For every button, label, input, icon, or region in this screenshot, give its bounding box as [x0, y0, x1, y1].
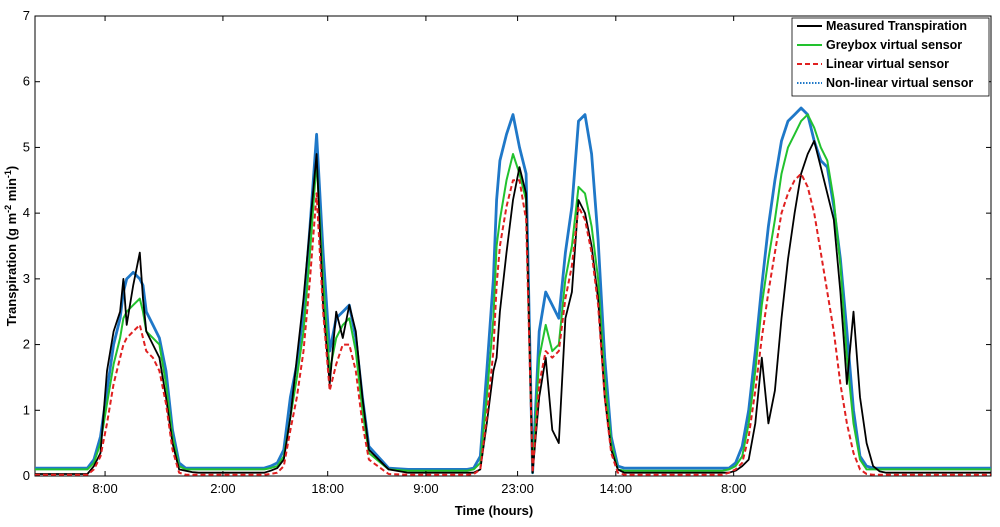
x-axis-ticks: 8:00 2:00 18:00 9:00 23:00 14:00 8:00	[92, 16, 746, 496]
x-tick-label: 9:00	[413, 481, 438, 496]
y-tick-label: 6	[23, 74, 30, 89]
legend-label: Non-linear virtual sensor	[826, 76, 973, 90]
legend-items: Measured Transpiration Greybox virtual se…	[797, 19, 973, 90]
series-line-linear-virtual-sensor	[35, 172, 991, 476]
y-tick-label: 7	[23, 8, 30, 23]
x-tick-label: 14:00	[600, 481, 633, 496]
y-axis-title: Transpiration (g m-2 min-1)	[3, 166, 19, 327]
series-layer	[35, 106, 991, 476]
x-tick-label: 8:00	[92, 481, 117, 496]
y-tick-label: 1	[23, 402, 30, 417]
x-tick-label: 8:00	[721, 481, 746, 496]
y-tick-label: 3	[23, 271, 30, 286]
y-axis-title-sup1: -2	[3, 205, 13, 213]
legend-box	[791, 17, 990, 97]
x-tick-label: 2:00	[210, 481, 235, 496]
legend: Measured Transpiration Greybox virtual se…	[791, 17, 990, 97]
x-tick-label: 18:00	[311, 481, 344, 496]
x-tick-label: 23:00	[501, 481, 534, 496]
x-axis-title: Time (hours)	[455, 503, 534, 518]
legend-label: Linear virtual sensor	[826, 57, 949, 71]
y-tick-label: 5	[23, 139, 30, 154]
y-tick-label: 0	[23, 468, 30, 483]
y-axis-title-main: Transpiration (g m	[4, 213, 19, 326]
legend-label: Measured Transpiration	[826, 19, 967, 33]
y-axis-ticks: 0 1 2 3 4 5 6 7	[23, 8, 991, 483]
legend-label: Greybox virtual sensor	[826, 38, 962, 52]
y-axis-title-mid: min	[4, 178, 19, 205]
y-axis-title-sup2: -1	[3, 170, 13, 178]
y-axis-title-end: )	[4, 166, 19, 170]
y-tick-label: 2	[23, 337, 30, 352]
y-tick-label: 4	[23, 205, 30, 220]
